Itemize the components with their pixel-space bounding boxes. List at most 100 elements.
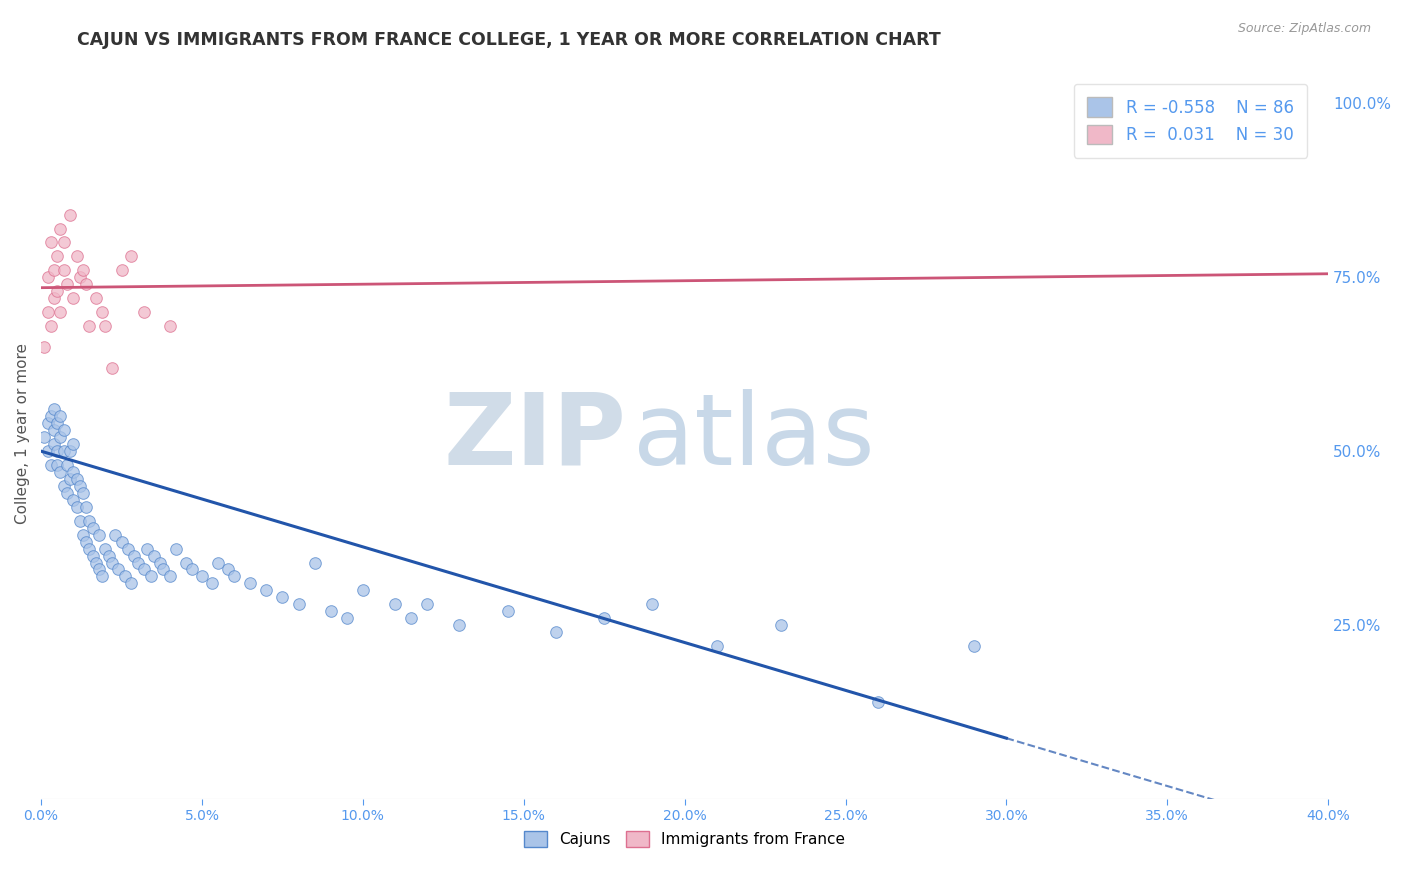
Point bbox=[110, 263, 132, 277]
Text: Source: ZipAtlas.com: Source: ZipAtlas.com bbox=[1237, 22, 1371, 36]
Point bbox=[82, 549, 104, 563]
Point bbox=[37, 444, 59, 458]
Point bbox=[181, 562, 204, 576]
Point bbox=[149, 556, 172, 570]
Point bbox=[287, 597, 309, 611]
Point bbox=[142, 549, 165, 563]
Point bbox=[46, 249, 69, 263]
Point bbox=[62, 291, 84, 305]
Point bbox=[69, 479, 91, 493]
Point bbox=[101, 556, 124, 570]
Point bbox=[49, 409, 72, 424]
Point bbox=[62, 492, 84, 507]
Point bbox=[593, 611, 616, 625]
Point bbox=[449, 618, 471, 632]
Point bbox=[127, 556, 149, 570]
Point bbox=[46, 284, 69, 298]
Point bbox=[69, 514, 91, 528]
Point bbox=[49, 465, 72, 479]
Point bbox=[52, 263, 75, 277]
Point bbox=[59, 444, 82, 458]
Point bbox=[79, 541, 101, 556]
Point bbox=[65, 472, 87, 486]
Point bbox=[120, 576, 142, 591]
Point bbox=[84, 556, 107, 570]
Point bbox=[46, 444, 69, 458]
Point bbox=[42, 263, 65, 277]
Point bbox=[39, 318, 62, 333]
Point bbox=[62, 465, 84, 479]
Point bbox=[39, 409, 62, 424]
Point bbox=[641, 597, 664, 611]
Point bbox=[159, 318, 181, 333]
Point bbox=[132, 305, 155, 319]
Point bbox=[52, 235, 75, 250]
Point bbox=[94, 318, 117, 333]
Point bbox=[866, 695, 889, 709]
Point bbox=[139, 569, 162, 583]
Point bbox=[39, 235, 62, 250]
Point bbox=[201, 576, 224, 591]
Point bbox=[75, 534, 97, 549]
Point bbox=[91, 569, 114, 583]
Point bbox=[271, 591, 294, 605]
Point bbox=[336, 611, 359, 625]
Point bbox=[52, 479, 75, 493]
Point bbox=[107, 562, 129, 576]
Point bbox=[52, 423, 75, 437]
Point bbox=[94, 541, 117, 556]
Point bbox=[52, 444, 75, 458]
Point bbox=[42, 291, 65, 305]
Point bbox=[496, 604, 519, 618]
Point bbox=[65, 500, 87, 514]
Point bbox=[46, 417, 69, 431]
Point bbox=[69, 270, 91, 285]
Point bbox=[132, 562, 155, 576]
Point bbox=[56, 486, 79, 500]
Point bbox=[110, 534, 132, 549]
Point bbox=[87, 527, 110, 541]
Point bbox=[34, 340, 56, 354]
Point bbox=[120, 249, 142, 263]
Point bbox=[706, 639, 728, 653]
Point bbox=[104, 527, 127, 541]
Point bbox=[59, 208, 82, 222]
Point bbox=[79, 514, 101, 528]
Point bbox=[39, 458, 62, 472]
Point bbox=[42, 423, 65, 437]
Point bbox=[56, 458, 79, 472]
Point bbox=[319, 604, 342, 618]
Point bbox=[37, 270, 59, 285]
Point bbox=[159, 569, 181, 583]
Y-axis label: College, 1 year or more: College, 1 year or more bbox=[15, 343, 30, 524]
Point bbox=[770, 618, 793, 632]
Point bbox=[352, 583, 374, 598]
Point bbox=[75, 500, 97, 514]
Point bbox=[399, 611, 422, 625]
Point bbox=[217, 562, 239, 576]
Point bbox=[384, 597, 406, 611]
Point bbox=[114, 569, 136, 583]
Legend: R = -0.558    N = 86, R =  0.031    N = 30: R = -0.558 N = 86, R = 0.031 N = 30 bbox=[1074, 84, 1308, 158]
Text: ZIP: ZIP bbox=[444, 389, 627, 486]
Point bbox=[97, 549, 120, 563]
Point bbox=[79, 318, 101, 333]
Point bbox=[101, 360, 124, 375]
Point bbox=[87, 562, 110, 576]
Point bbox=[42, 437, 65, 451]
Point bbox=[72, 486, 94, 500]
Point bbox=[65, 249, 87, 263]
Point bbox=[304, 556, 326, 570]
Point bbox=[224, 569, 246, 583]
Point bbox=[46, 458, 69, 472]
Point bbox=[191, 569, 214, 583]
Point bbox=[75, 277, 97, 292]
Point bbox=[49, 305, 72, 319]
Point bbox=[62, 437, 84, 451]
Text: atlas: atlas bbox=[633, 389, 875, 486]
Point bbox=[254, 583, 277, 598]
Point bbox=[56, 277, 79, 292]
Point bbox=[37, 417, 59, 431]
Point bbox=[117, 541, 139, 556]
Point bbox=[84, 291, 107, 305]
